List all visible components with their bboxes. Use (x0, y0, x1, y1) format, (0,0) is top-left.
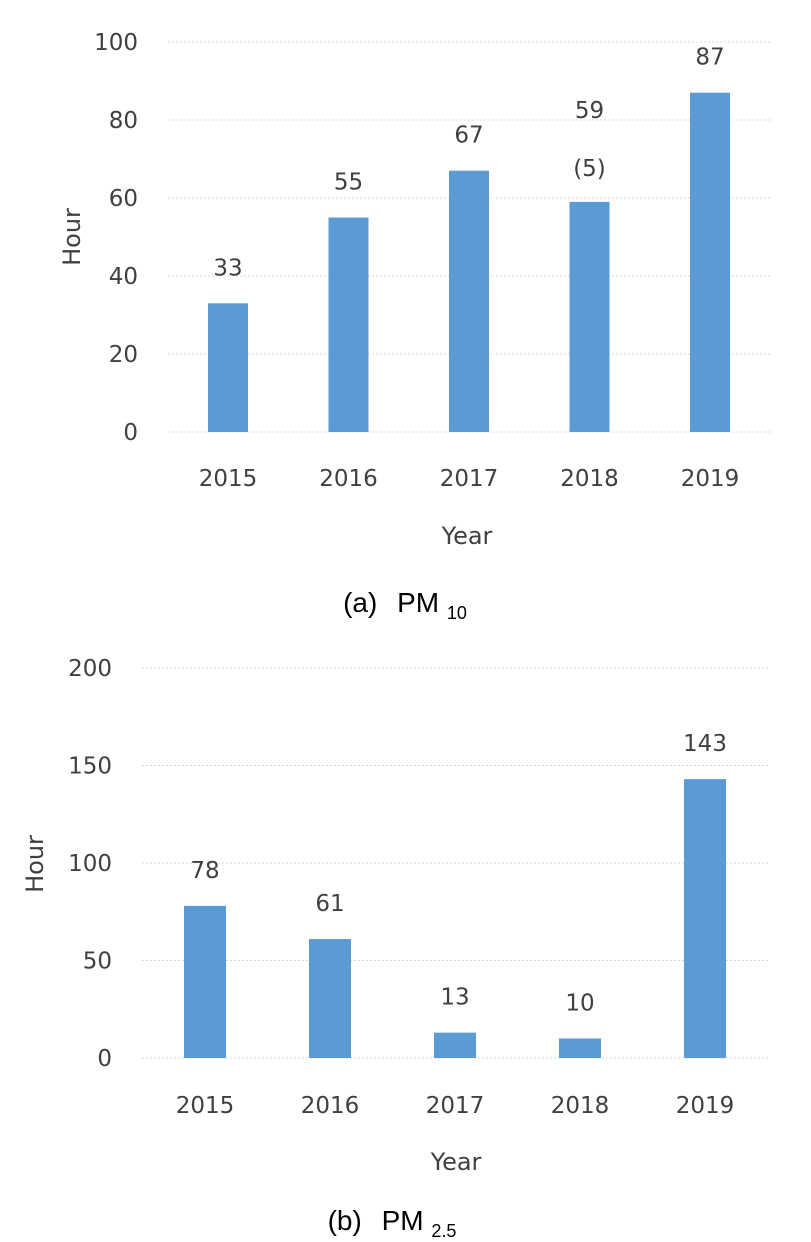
x-axis-title: Year (430, 1148, 482, 1176)
caption-main: PM (397, 587, 439, 618)
data-label: 55 (334, 170, 363, 196)
bars (184, 779, 726, 1058)
x-tick-label: 2017 (426, 1093, 485, 1119)
caption-prefix: (b) (328, 1205, 362, 1236)
bar-2015 (184, 905, 226, 1058)
x-tick-label: 2018 (560, 466, 619, 492)
bar-2019 (684, 779, 726, 1058)
y-axis-ticks: 0 20 40 60 80 100 (94, 30, 138, 446)
x-axis-title: Year (441, 522, 493, 550)
bar-2018 (559, 1038, 601, 1058)
y-tick-label: 50 (83, 949, 112, 975)
caption-main: PM (382, 1205, 424, 1236)
data-label: 61 (315, 891, 344, 917)
x-axis-ticks: 2015 2016 2017 2018 2019 (199, 466, 740, 492)
y-tick-label: 40 (109, 264, 138, 290)
x-tick-label: 2016 (319, 466, 378, 492)
chart-panel-pm25: 0 50 100 150 200 2015 2016 2017 2018 2019 78 61 13… (21, 656, 770, 1241)
data-label: 13 (440, 985, 469, 1011)
data-label: 59 (575, 98, 604, 124)
caption-prefix: (a) (343, 587, 377, 618)
data-label: 87 (695, 45, 724, 71)
x-tick-label: 2019 (676, 1093, 735, 1119)
y-tick-label: 60 (109, 186, 138, 212)
y-axis-ticks: 0 50 100 150 200 (68, 656, 112, 1072)
x-tick-label: 2019 (681, 466, 740, 492)
bar-2017 (434, 1032, 476, 1058)
y-tick-label: 100 (94, 30, 138, 56)
x-tick-label: 2018 (551, 1093, 610, 1119)
data-label: 33 (213, 255, 242, 281)
bar-2016 (328, 217, 369, 432)
chart-caption: (a) PM 10 (343, 587, 467, 623)
x-tick-label: 2017 (440, 466, 499, 492)
y-tick-label: 0 (97, 1046, 112, 1072)
y-tick-label: 150 (68, 754, 112, 780)
bar-2019 (690, 92, 730, 432)
y-axis-title: Hour (58, 208, 86, 266)
caption-subscript: 10 (447, 603, 467, 623)
data-labels: 33 55 67 (5) 59 87 (213, 45, 724, 282)
data-label: 143 (683, 731, 727, 757)
data-label: 78 (190, 858, 219, 884)
chart-caption: (b) PM 2.5 (328, 1205, 457, 1241)
y-tick-label: 100 (68, 851, 112, 877)
bar-2015 (208, 303, 248, 432)
caption-subscript: 2.5 (431, 1221, 456, 1241)
y-axis-title: Hour (21, 835, 49, 893)
y-tick-label: 200 (68, 656, 112, 682)
bar-2018 (569, 201, 610, 432)
x-tick-label: 2015 (199, 466, 258, 492)
y-tick-label: 20 (109, 342, 138, 368)
y-tick-label: 80 (109, 108, 138, 134)
chart-panel-pm10: 0 20 40 60 80 100 2015 2016 2017 2018 2019 33 55 67… (58, 30, 772, 623)
y-tick-label: 0 (123, 420, 138, 446)
data-label: 10 (565, 991, 594, 1017)
bar-2016 (309, 939, 351, 1058)
x-tick-label: 2016 (301, 1093, 360, 1119)
bar-2017 (449, 170, 489, 432)
x-tick-label: 2015 (176, 1093, 235, 1119)
bars (208, 92, 730, 432)
x-axis-ticks: 2015 2016 2017 2018 2019 (176, 1093, 735, 1119)
data-label: 67 (454, 123, 483, 149)
data-annotation: (5) (573, 156, 606, 182)
data-labels: 78 61 13 10 143 (190, 731, 727, 1016)
